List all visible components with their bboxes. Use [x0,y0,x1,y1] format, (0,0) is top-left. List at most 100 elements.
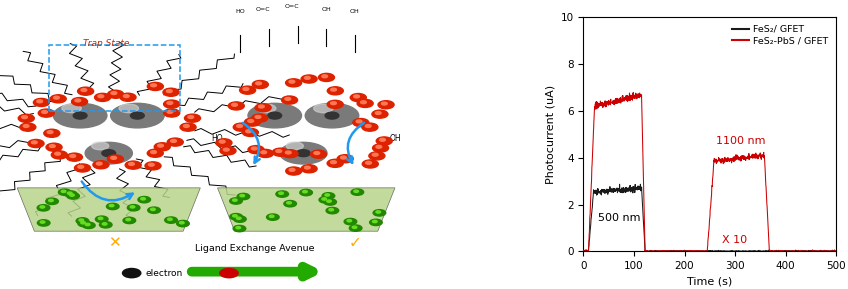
Circle shape [183,125,189,127]
Circle shape [286,167,302,175]
Text: HO: HO [212,134,223,143]
Circle shape [270,215,274,217]
Circle shape [20,123,36,131]
Circle shape [282,150,298,158]
Circle shape [261,151,266,154]
Circle shape [70,194,75,196]
Circle shape [151,151,156,153]
Ellipse shape [85,142,132,164]
Circle shape [329,209,333,211]
Circle shape [347,220,352,222]
Circle shape [310,150,326,158]
Circle shape [55,152,60,155]
Circle shape [255,104,271,112]
Circle shape [365,125,371,127]
Circle shape [111,92,117,95]
Circle shape [102,150,115,157]
Circle shape [322,75,327,78]
Ellipse shape [248,103,302,128]
Circle shape [124,95,129,98]
Circle shape [78,221,91,227]
Circle shape [362,123,378,131]
Circle shape [382,102,388,105]
Circle shape [285,97,291,100]
Circle shape [138,197,150,203]
Text: O=C: O=C [285,4,299,9]
Circle shape [284,201,297,207]
Circle shape [81,222,86,224]
Circle shape [314,152,320,155]
Circle shape [40,206,45,208]
Ellipse shape [256,104,276,113]
Circle shape [370,219,382,225]
Circle shape [237,193,249,200]
Circle shape [327,87,343,95]
Circle shape [324,199,337,205]
Circle shape [33,99,49,107]
Circle shape [331,88,337,91]
Circle shape [122,268,141,278]
Circle shape [107,203,119,210]
Circle shape [44,129,60,137]
Circle shape [233,225,246,232]
Circle shape [326,200,332,202]
Circle shape [120,93,136,101]
Circle shape [255,116,261,118]
Circle shape [164,100,180,108]
Circle shape [301,165,317,173]
Circle shape [341,156,346,159]
Polygon shape [17,188,200,231]
Ellipse shape [53,103,107,128]
Circle shape [220,268,238,278]
Circle shape [73,112,87,119]
Circle shape [76,218,89,224]
Circle shape [289,168,295,171]
Circle shape [356,120,362,123]
Circle shape [331,161,337,164]
Circle shape [126,161,142,169]
Circle shape [237,217,241,219]
Circle shape [148,82,164,90]
Circle shape [376,112,381,114]
Circle shape [67,192,72,194]
Circle shape [378,101,394,109]
Text: ✕: ✕ [108,235,121,250]
Circle shape [372,153,378,156]
Circle shape [350,94,366,102]
Circle shape [151,84,157,87]
Circle shape [360,101,366,104]
Legend: FeS₂/ GFET, FeS₂-PbS / GFET: FeS₂/ GFET, FeS₂-PbS / GFET [728,22,831,49]
Circle shape [236,227,241,229]
Circle shape [268,112,282,119]
Ellipse shape [305,103,359,128]
Circle shape [276,150,282,153]
Circle shape [75,99,81,102]
Circle shape [325,112,339,119]
Circle shape [111,156,116,159]
Circle shape [42,110,47,113]
Circle shape [99,222,112,228]
Circle shape [220,147,236,155]
Circle shape [31,141,37,144]
Text: O=C: O=C [256,7,271,12]
Circle shape [22,116,27,118]
Circle shape [64,191,77,197]
Circle shape [252,114,268,122]
Circle shape [48,199,53,202]
Circle shape [108,155,124,163]
Circle shape [372,110,388,118]
Circle shape [297,150,310,157]
Text: Trap State: Trap State [83,39,129,48]
Circle shape [232,199,237,201]
Circle shape [123,217,136,224]
Circle shape [70,155,75,158]
Polygon shape [217,188,395,231]
Circle shape [372,144,388,152]
Circle shape [331,102,337,105]
Circle shape [46,198,59,205]
Circle shape [165,217,177,223]
Circle shape [376,145,382,148]
Circle shape [52,151,67,159]
Circle shape [246,130,252,133]
Circle shape [338,155,354,163]
